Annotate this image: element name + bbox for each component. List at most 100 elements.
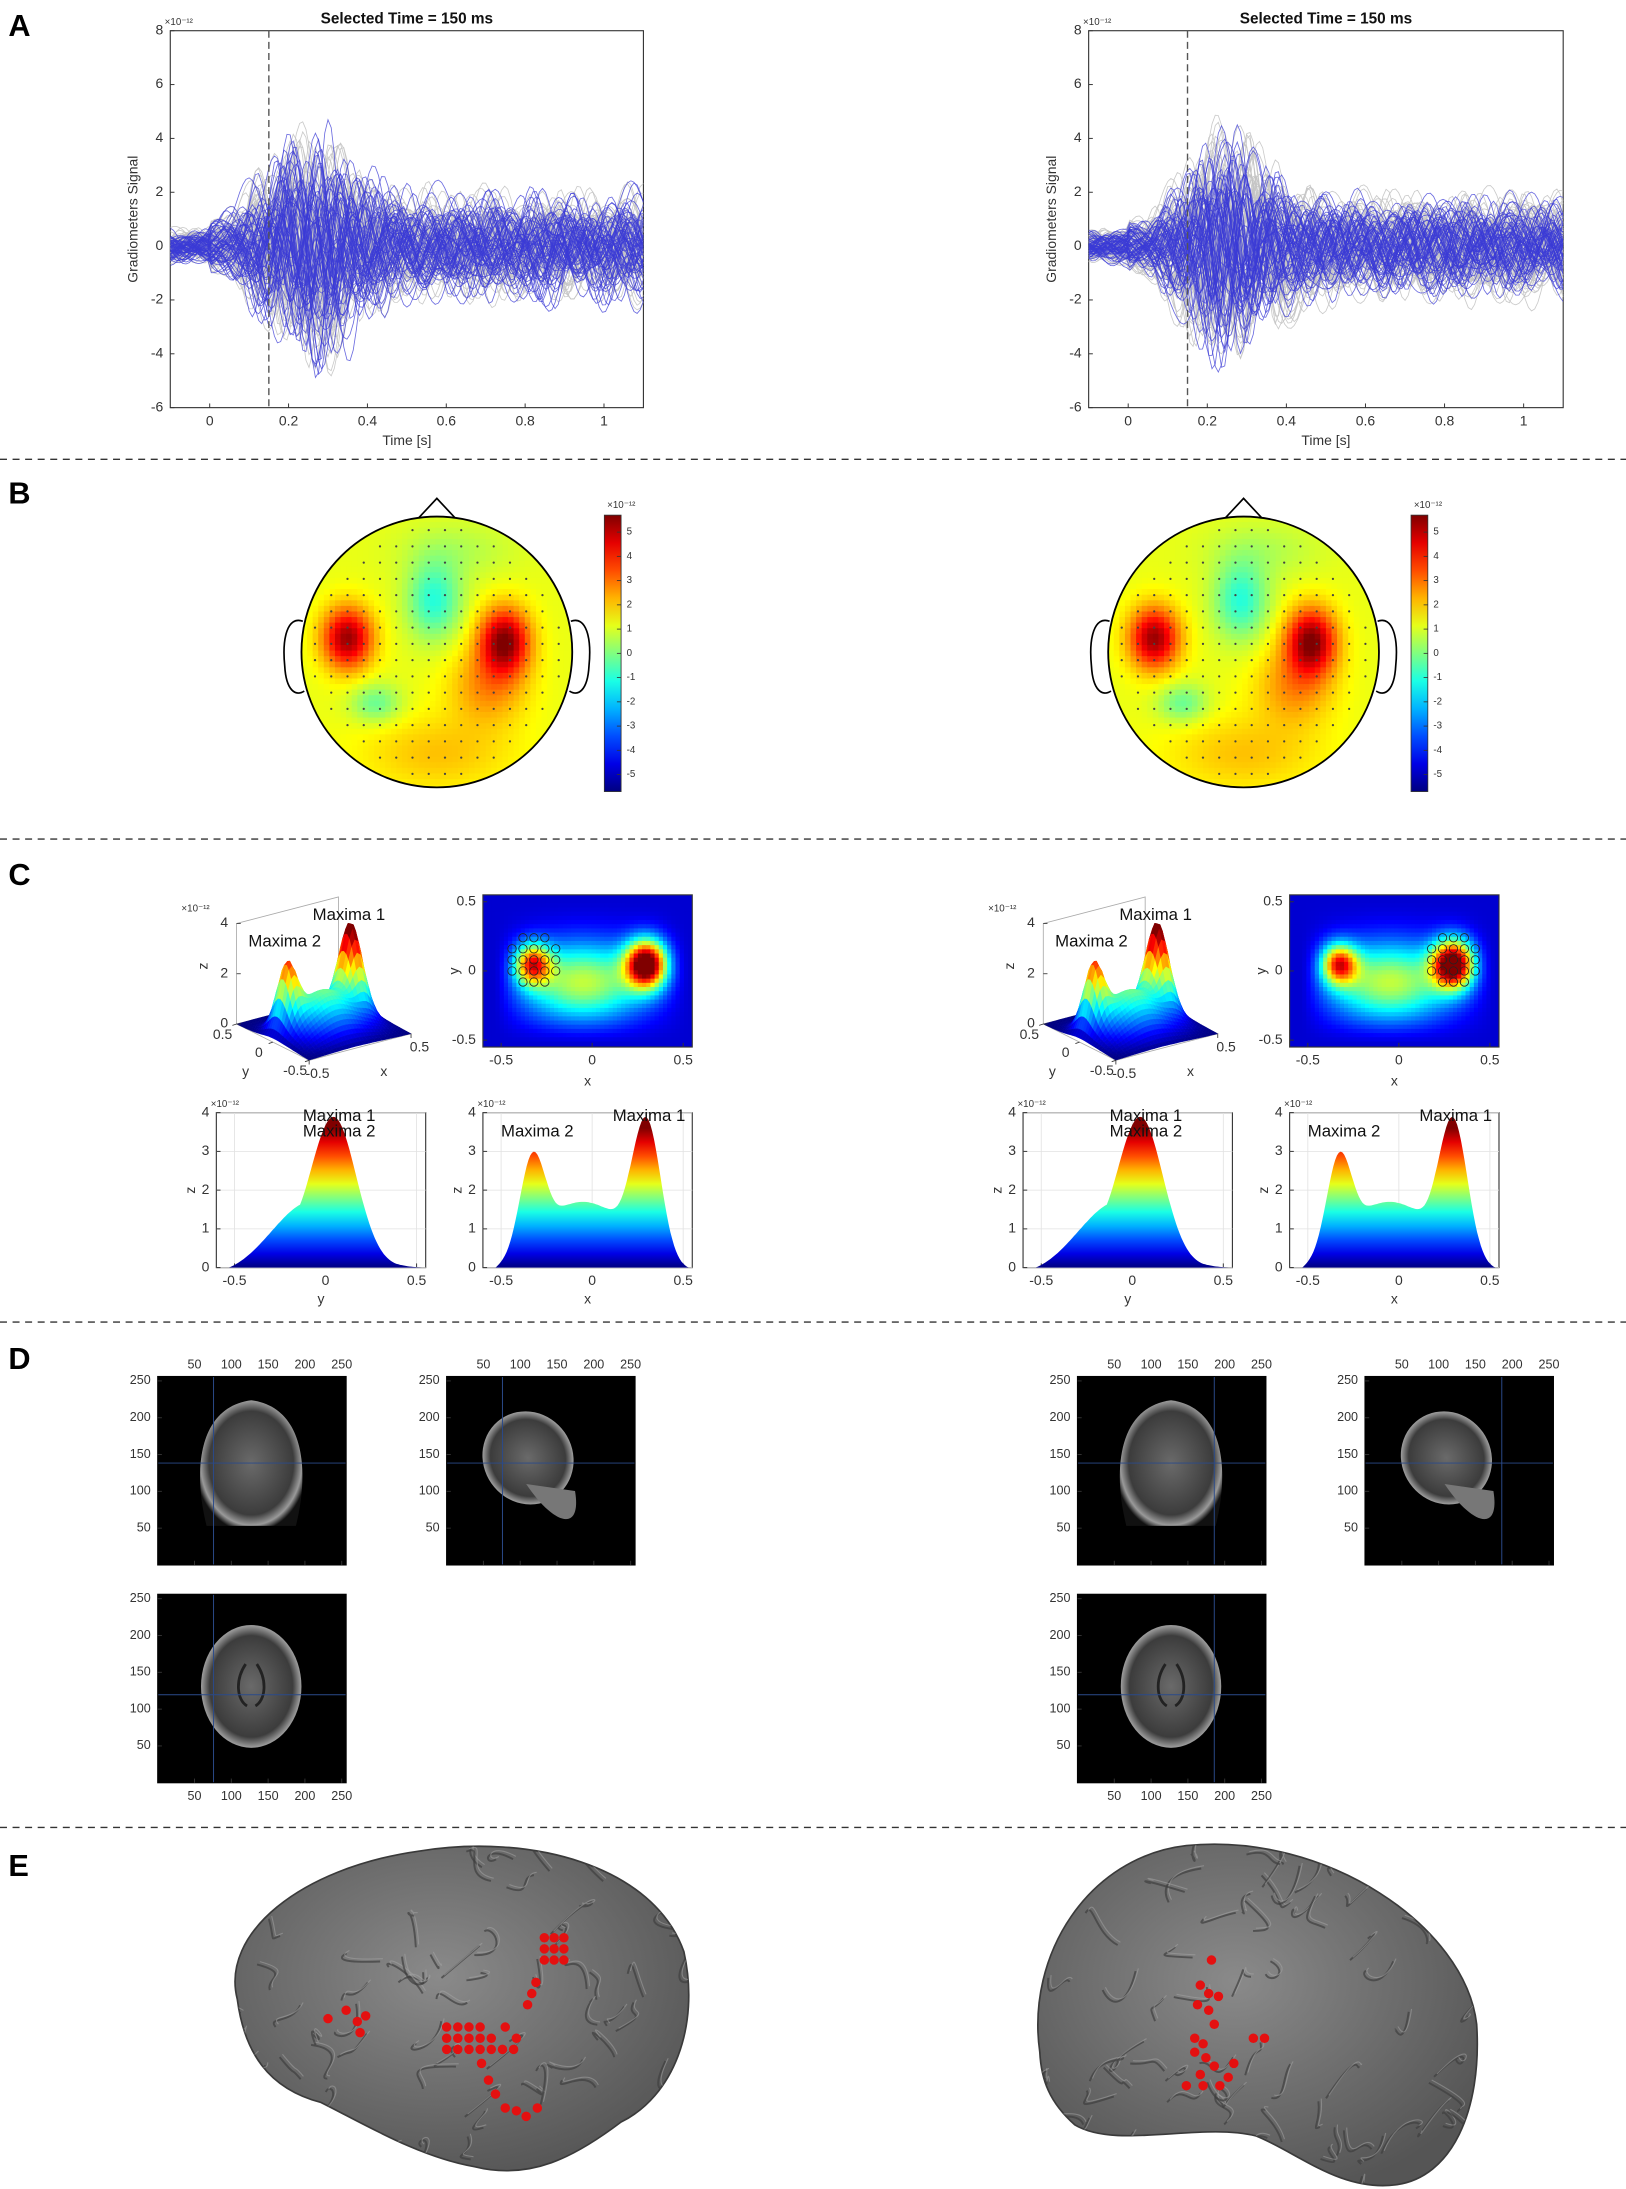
trace [170,188,644,326]
y-tick-label: 200 [130,1410,151,1424]
x-axis-label: x [1391,1290,1398,1306]
source-dot [497,2044,508,2055]
x-tick-label: 100 [1141,1789,1162,1803]
x-tick-label: 200 [1214,1358,1235,1372]
colorbar-tick-label: 1 [627,624,632,635]
x-tick-label: 0.5 [673,1272,693,1288]
y-tick-label: 2 [156,183,164,199]
x-tick-label: 0.6 [437,412,457,428]
y-tick-label: 3 [1275,1142,1283,1158]
waveform-plot: 0 0.2 0.4 0.6 0.8 1 -6 -4 -2 0 2 4 6 8 Time [s] Gradiom… [1043,11,1564,448]
x-tick-label: 250 [331,1358,352,1372]
y-tick-label: 150 [130,1447,151,1461]
x-tick-label: 50 [476,1358,490,1372]
y-tick-label: 250 [130,1591,151,1605]
y-tick-label: 4 [468,1103,476,1119]
x-tick-label: 50 [1107,1358,1121,1372]
z-tick-label: 0 [1027,1015,1035,1031]
x-tick-label: 150 [1177,1358,1198,1372]
x-tick-label: 0.8 [515,412,535,428]
colorbar-tick-label: -2 [1433,696,1442,707]
y-tick-label: 150 [130,1665,151,1679]
source-dot [1209,2019,1220,2030]
y-axis-label: Gradiometers Signal [125,156,141,283]
trace [1088,197,1564,314]
source-dot [559,1932,569,1943]
x-tick-label: 150 [258,1789,279,1803]
y-tick-label: 0.5 [1263,892,1283,908]
x-tick-label: 0 [1128,1272,1136,1288]
y-tick-label: -4 [151,344,164,360]
source-dot [1229,2058,1239,2069]
y-tick-label: 1 [1008,1220,1016,1236]
y-tick-label: 0 [1275,1258,1283,1274]
y-tick-label: 100 [130,1701,151,1715]
y-tick-label: 200 [1337,1410,1358,1424]
y-tick-label: 250 [1337,1373,1358,1387]
source-dot [352,2016,363,2027]
trace [170,197,644,365]
colorbar-tick-label: 3 [1433,575,1438,586]
axis-exponent: ×10⁻¹² [1017,1099,1046,1110]
colorbar-tick-label: -4 [1433,745,1442,756]
x-tick-label: 0.5 [673,1052,693,1068]
colorbar-tick-label: -1 [627,672,636,683]
y-tick-label: 0 [468,1258,476,1274]
source-dot [521,2111,531,2122]
traces [1088,114,1564,374]
y-tick-label: 8 [156,21,164,37]
x-tick-label: 0.8 [1435,412,1455,428]
colorbar-tick-label: -3 [627,721,636,732]
brain [234,1845,690,2172]
z-tick-label: 4 [1027,914,1035,930]
y-tick-label: 250 [419,1373,440,1387]
panel-label: A [8,8,30,43]
plot-frame [446,1375,636,1566]
y-tick [1111,1059,1117,1063]
y-tick-label: 100 [419,1484,440,1498]
source-dot [508,2044,519,2055]
source-dot [441,2022,452,2032]
x-axis-label: x [380,1063,387,1079]
x-axis-label: x [1187,1063,1194,1079]
x-tick-label: 0 [588,1272,596,1288]
source-dot [1181,2080,1192,2091]
source-dot [549,1955,559,1965]
heatmap [1289,894,1499,1048]
y-tick-label: -2 [151,291,164,307]
mri-slice: 50 100 150 200 250 50 100 150 200 250 [419,1358,641,1566]
x-tick-label: 200 [1502,1358,1523,1372]
y-tick-label: 2 [1275,1181,1283,1197]
y-tick-label: 8 [1074,21,1082,37]
plot-frame [1076,1375,1267,1566]
y-tick-label: 4 [1074,129,1082,145]
y-tick-label: 2 [1074,183,1082,199]
colorbar-tick-label: 2 [627,599,632,610]
trace [1088,197,1564,270]
trace [1088,209,1564,302]
surface [235,922,412,1061]
z-tick-label: 0 [220,1015,228,1031]
y-tick-label: 0 [1275,962,1283,978]
source-dot [1206,1955,1217,1965]
source-dot [539,1944,550,1954]
y-tick-label: 150 [419,1447,440,1461]
mri-face [526,1483,577,1520]
colorbar-tick-label: 4 [1433,551,1439,562]
y-tick-label: 0 [1074,237,1082,253]
x-tick-label: -0.5 [489,1052,513,1068]
x-tick-label: 0.5 [410,1038,430,1054]
x-tick-label: 1 [600,412,608,428]
annotation: Maxima 2 [1055,932,1128,951]
source-dot [1259,2033,1270,2043]
y-tick-label: -6 [1069,398,1082,414]
mri-slice: 50 100 150 200 250 50 100 150 200 250 [130,1591,352,1803]
colorbar-tick-label: 3 [627,575,632,586]
x-tick-label: -0.5 [1296,1052,1320,1068]
x-tick-label: -0.5 [1029,1272,1053,1288]
y-tick-label: 1 [468,1220,476,1236]
annotation: Maxima 2 [501,1122,574,1141]
topomap: -5 -4 -3 -2 -1 0 1 2 3 4 5 ×10⁻¹² [1089,497,1443,792]
source-dot [476,2058,487,2069]
trace [170,188,644,285]
